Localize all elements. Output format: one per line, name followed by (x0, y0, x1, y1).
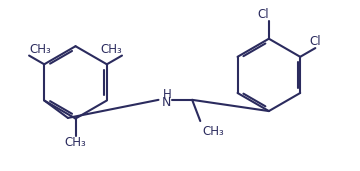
Text: N: N (162, 96, 172, 109)
Text: CH₃: CH₃ (29, 43, 51, 56)
Text: CH₃: CH₃ (100, 43, 122, 56)
Text: H: H (163, 88, 172, 101)
Text: Cl: Cl (257, 8, 269, 21)
Text: CH₃: CH₃ (202, 125, 224, 138)
Text: Cl: Cl (310, 35, 321, 48)
Text: CH₃: CH₃ (65, 136, 86, 149)
